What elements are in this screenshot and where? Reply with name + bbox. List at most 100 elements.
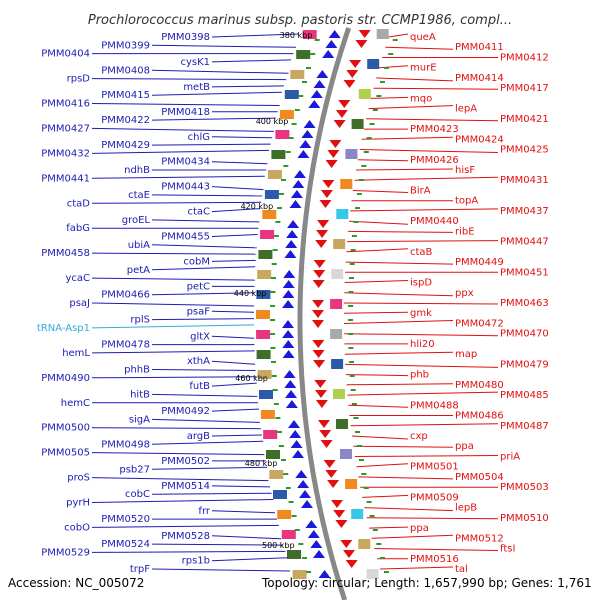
minus-gene-label[interactable]: ppx (455, 288, 474, 299)
minus-gene-label[interactable]: PMM0425 (500, 145, 549, 156)
plus-gene-label[interactable]: PMM0529 (41, 547, 90, 558)
plus-gene-label[interactable]: PMM0399 (101, 40, 150, 51)
plus-gene-label[interactable]: PMM0427 (41, 123, 90, 134)
minus-gene-label[interactable]: murE (410, 63, 437, 74)
minus-gene-label[interactable]: PMM0501 (410, 462, 459, 473)
minus-gene-label[interactable]: PMM0440 (410, 216, 459, 227)
plus-gene-label[interactable]: chlG (188, 132, 210, 143)
minus-gene-label[interactable]: BirA (410, 186, 431, 197)
plus-gene-label[interactable]: cobM (183, 256, 210, 267)
plus-gene-label[interactable]: hitB (130, 389, 150, 400)
plus-gene-label[interactable]: PMM0505 (41, 448, 90, 459)
minus-gene-label[interactable]: topA (455, 196, 478, 207)
plus-gene-label[interactable]: PMM0443 (161, 182, 210, 193)
plus-gene-label[interactable]: cysK1 (180, 57, 210, 68)
minus-gene-label[interactable]: priA (500, 452, 520, 463)
plus-gene-label[interactable]: PMM0514 (161, 481, 210, 492)
plus-gene-label[interactable]: psaF (187, 306, 211, 317)
plus-gene-label[interactable]: PMM0478 (101, 340, 150, 351)
minus-gene-label[interactable]: phb (410, 370, 429, 381)
minus-gene-label[interactable]: PMM0426 (410, 155, 459, 166)
minus-gene-label[interactable]: ppa (455, 441, 474, 452)
minus-gene-label[interactable]: PMM0437 (500, 206, 549, 217)
plus-gene-label[interactable]: PMM0434 (161, 157, 210, 168)
minus-gene-label[interactable]: PMM0470 (500, 329, 549, 340)
plus-gene-label[interactable]: PMM0415 (101, 90, 150, 101)
minus-gene-label[interactable]: PMM0472 (455, 319, 504, 330)
minus-gene-label[interactable]: ispD (410, 278, 432, 289)
minus-gene-label[interactable]: mqo (410, 93, 432, 104)
plus-gene-label[interactable]: ctaC (187, 207, 210, 218)
plus-gene-label[interactable]: PMM0528 (161, 531, 210, 542)
minus-gene-label[interactable]: PMM0424 (455, 134, 504, 145)
plus-gene-label[interactable]: PMM0455 (161, 232, 210, 243)
plus-gene-label[interactable]: PMM0524 (101, 539, 150, 550)
minus-gene-label[interactable]: hli20 (410, 339, 435, 350)
plus-gene-label[interactable]: PMM0520 (101, 514, 150, 525)
minus-gene-label[interactable]: hisF (455, 165, 475, 176)
plus-gene-label[interactable]: groEL (122, 215, 151, 226)
plus-gene-label[interactable]: argB (187, 431, 210, 442)
plus-gene-label[interactable]: fabG (66, 223, 90, 234)
plus-gene-label[interactable]: metB (183, 82, 210, 93)
minus-gene-label[interactable]: PMM0417 (500, 83, 549, 94)
plus-gene-label[interactable]: rpsD (67, 74, 91, 85)
minus-gene-label[interactable]: gmk (410, 308, 432, 319)
minus-gene-label[interactable]: PMM0463 (500, 298, 549, 309)
plus-gene-label[interactable]: gltX (190, 331, 210, 342)
plus-gene-label[interactable]: ctaD (67, 198, 91, 209)
plus-gene-label[interactable]: PMM0422 (101, 115, 150, 126)
plus-gene-label[interactable]: psb27 (119, 464, 150, 475)
minus-gene-label[interactable]: lepB (455, 503, 477, 514)
minus-gene-label[interactable]: ctaB (410, 247, 433, 258)
minus-gene-label[interactable]: PMM0504 (455, 472, 504, 483)
minus-gene-label[interactable]: PMM0423 (410, 124, 459, 135)
minus-gene-label[interactable]: ftsI (500, 544, 515, 555)
minus-gene-label[interactable]: PMM0449 (455, 257, 504, 268)
plus-gene-label[interactable]: futB (189, 381, 210, 392)
plus-gene-label[interactable]: petC (187, 281, 210, 292)
plus-gene-label[interactable]: proS (67, 473, 90, 484)
plus-gene-label[interactable]: ndhB (124, 165, 150, 176)
plus-gene-label[interactable]: PMM0416 (41, 99, 90, 110)
plus-gene-label[interactable]: cobO (64, 522, 90, 533)
minus-gene-label[interactable]: PMM0485 (500, 390, 549, 401)
minus-gene-label[interactable]: PMM0516 (410, 554, 459, 565)
plus-gene-label[interactable]: phhB (124, 365, 150, 376)
minus-gene-label[interactable]: PMM0512 (455, 533, 504, 544)
minus-gene-label[interactable]: map (455, 349, 477, 360)
minus-gene-label[interactable]: PMM0486 (455, 411, 504, 422)
minus-gene-label[interactable]: tal (455, 564, 468, 575)
plus-gene-label[interactable]: PMM0502 (161, 456, 210, 467)
plus-gene-label[interactable]: PMM0418 (161, 107, 210, 118)
plus-gene-label[interactable]: pyrH (66, 498, 90, 509)
minus-gene-label[interactable]: PMM0480 (455, 380, 504, 391)
plus-gene-label[interactable]: PMM0466 (101, 290, 150, 301)
plus-gene-label[interactable]: PMM0490 (41, 373, 90, 384)
plus-gene-label[interactable]: PMM0404 (41, 49, 90, 60)
minus-gene-label[interactable]: ribE (455, 226, 475, 237)
plus-gene-label[interactable]: PMM0498 (101, 439, 150, 450)
plus-gene-label[interactable]: hemC (61, 398, 90, 409)
plus-gene-label[interactable]: hemL (62, 348, 90, 359)
plus-gene-label[interactable]: tRNA-Asp1 (37, 323, 90, 334)
plus-gene-label[interactable]: cobC (125, 489, 150, 500)
plus-gene-label[interactable]: rplS (130, 315, 150, 326)
minus-gene-label[interactable]: ppa (410, 523, 429, 534)
minus-gene-label[interactable]: queA (410, 32, 436, 43)
plus-gene-label[interactable]: trpF (130, 564, 150, 575)
plus-gene-label[interactable]: PMM0458 (41, 248, 90, 259)
plus-gene-label[interactable]: psaJ (69, 298, 90, 309)
minus-gene-label[interactable]: PMM0421 (500, 114, 549, 125)
minus-gene-label[interactable]: PMM0509 (410, 492, 459, 503)
minus-gene-label[interactable]: PMM0503 (500, 482, 549, 493)
plus-gene-label[interactable]: frr (198, 506, 210, 517)
plus-gene-label[interactable]: rps1b (182, 556, 210, 567)
plus-gene-label[interactable]: ycaC (65, 273, 90, 284)
minus-gene-label[interactable]: PMM0414 (455, 73, 504, 84)
minus-gene-label[interactable]: PMM0412 (500, 53, 549, 64)
plus-gene-label[interactable]: ubiA (128, 240, 150, 251)
plus-gene-label[interactable]: PMM0429 (101, 140, 150, 151)
minus-gene-label[interactable]: PMM0488 (410, 400, 459, 411)
plus-gene-label[interactable]: PMM0441 (41, 173, 90, 184)
